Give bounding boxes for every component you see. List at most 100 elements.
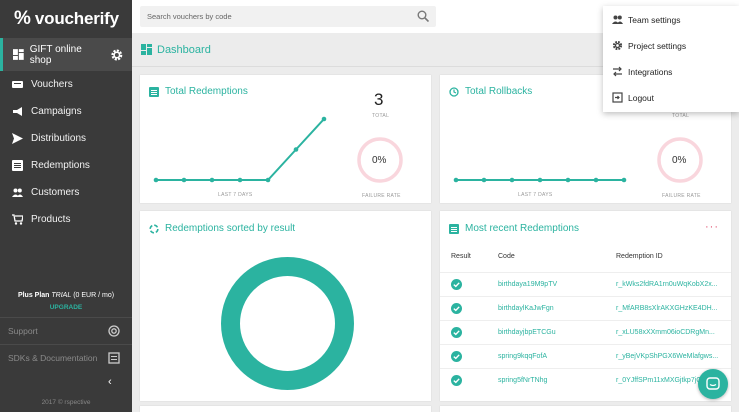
data-point-6[interactable] [621,177,627,183]
sidebar-item-label: Distributions [31,133,87,144]
project-name: GIFT online shop [29,43,82,66]
success-check-icon [451,303,462,314]
page-title: Dashboard [157,43,211,56]
support-label: Support [8,325,38,336]
card-title: Total Redemptions [149,86,248,97]
sidebar-item-label: Redemptions [31,160,90,171]
redemption-id[interactable]: r_xLU58xXXmm06ioCDRgMn... [616,329,715,336]
table-row[interactable]: birthdayjbpETCGu r_xLU58xXXmm06ioCDRgMn.… [440,320,731,344]
data-point-6[interactable] [321,116,327,122]
people-icon [612,15,623,24]
redemption-id[interactable]: r_kWks2fdRA1rn0uWqKobX2x... [616,281,718,288]
next-card [440,406,731,412]
dashboard-icon [141,44,152,55]
upgrade-link[interactable]: UPGRADE [49,304,83,311]
failure-rate-label: FAILURE RATE [362,193,401,199]
gear-icon [612,40,623,51]
menu-item-label: Team settings [628,14,681,25]
menu-item-team-settings[interactable]: Team settings [603,7,739,32]
redemption-code[interactable]: spring9kqqFofA [498,353,548,360]
card-title: Most recent Redemptions [449,223,579,234]
total-count: 3 [374,90,384,109]
sidebar-item-distributions[interactable]: Distributions [0,125,132,152]
sidebar-item-campaigns[interactable]: Campaigns [0,98,132,125]
success-check-icon [451,327,462,338]
more-options-icon[interactable]: ··· [705,221,719,233]
ticket-icon [12,81,23,88]
menu-item-project-settings[interactable]: Project settings [603,33,739,58]
card-title-text: Redemptions sorted by result [165,223,296,234]
menu-item-label: Project settings [628,40,687,51]
failure-rate-ring [357,137,403,183]
menu-item-label: Integrations [628,66,673,77]
sidebar-item-label: Products [31,214,71,225]
recent-redemptions-card: Most recent Redemptions ··· [440,211,731,401]
page-header: Dashboard [132,33,739,67]
failure-rate-ring [657,137,703,183]
sidebar-item-customers[interactable]: Customers [0,179,132,206]
success-check-icon [451,375,462,386]
redemption-id[interactable]: r_yBejVKpShPGX6WeMlafgws... [616,353,719,360]
support-link[interactable]: Support [0,317,132,343]
history-icon [449,86,459,97]
list-icon [12,160,23,171]
data-point-1[interactable] [181,177,187,183]
card-title: Total Rollbacks [449,86,532,97]
series-line [156,118,325,181]
data-point-3[interactable] [237,177,243,183]
data-point-5[interactable] [593,177,599,183]
redemption-code[interactable]: spring5fNrTNhg [498,377,548,384]
lifebuoy-icon [108,324,120,337]
table-row[interactable]: spring5fNrTNhg r_0YJffSPm11xMXGjtkp7jGg.… [440,368,731,392]
total-label: TOTAL [372,113,390,119]
redemption-code[interactable]: birthdaya19M9pTV [498,281,558,288]
dashboard-icon [13,49,24,60]
data-point-3[interactable] [537,177,543,183]
collapse-sidebar-icon[interactable]: ‹ [108,376,112,388]
search-input[interactable]: Search vouchers by code [140,6,436,27]
card-title: Redemptions sorted by result [149,223,295,234]
sidebar-item-products[interactable]: Products [0,206,132,233]
list-icon [149,86,159,97]
logo[interactable]: % voucherify [0,0,132,38]
data-point-4[interactable] [565,177,571,183]
col-redemption-id: Redemption ID [616,253,663,260]
data-point-0[interactable] [153,177,159,183]
project-selector[interactable]: GIFT online shop [0,38,132,71]
col-code: Code [498,253,515,260]
menu-item-logout[interactable]: Logout [603,85,739,110]
plan-info: Plus Plan TRIAL (0 EUR / mo) UPGRADE [0,292,132,311]
data-point-2[interactable] [209,177,215,183]
data-point-4[interactable] [265,177,271,183]
menu-item-integrations[interactable]: Integrations [603,59,739,84]
redemption-id[interactable]: r_MfARB8sXlrAKXGHzKE4DH... [616,305,718,312]
data-point-0[interactable] [453,177,459,183]
sidebar-item-redemptions[interactable]: Redemptions [0,152,132,179]
table-row[interactable]: birthdaylKaJwFgn r_MfARB8sXlrAKXGHzKE4DH… [440,296,731,320]
sidebar-item-label: Vouchers [31,79,73,90]
redemption-code[interactable]: birthdayjbpETCGu [498,329,556,336]
result-donut-chart [221,257,354,390]
table-row[interactable]: spring9kqqFofA r_yBejVKpShPGX6WeMlafgws.… [440,344,731,368]
data-point-2[interactable] [509,177,515,183]
success-check-icon [451,279,462,290]
chat-button[interactable] [698,369,728,399]
people-icon [12,188,23,197]
search-icon[interactable] [417,10,429,22]
data-point-5[interactable] [293,147,299,152]
copyright: 2017 © rspective [41,399,91,406]
data-point-1[interactable] [481,177,487,183]
sidebar-item-vouchers[interactable]: Vouchers [0,71,132,98]
redemption-id[interactable]: r_0YJffSPm11xMXGjtkp7jGg... [616,377,712,384]
account-menu: Team settings Project settings Integrati… [603,6,739,112]
docs-link[interactable]: SDKs & Documentation [0,344,132,370]
menu-item-label: Logout [628,92,654,103]
col-result: Result [451,253,471,260]
card-title-text: Most recent Redemptions [465,223,579,234]
redemptions-line-chart [153,116,327,183]
plan-price: (0 EUR / mo) [73,292,115,299]
redemption-code[interactable]: birthdaylKaJwFgn [498,305,554,312]
book-icon [108,351,120,364]
table-row[interactable]: birthdaya19M9pTV r_kWks2fdRA1rn0uWqKobX2… [440,272,731,296]
gear-icon[interactable] [110,48,124,62]
